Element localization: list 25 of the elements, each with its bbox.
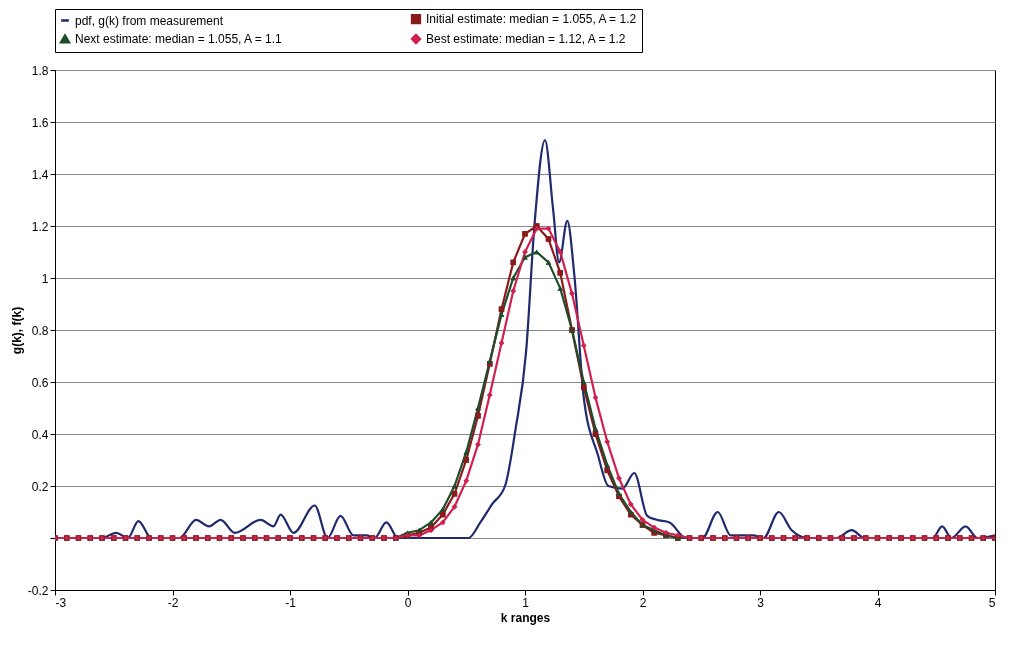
x-tick-label: 5 — [988, 595, 996, 610]
legend-label: pdf, g(k) from measurement — [75, 13, 224, 28]
x-tick-label: 2 — [639, 595, 647, 610]
x-tick-label: 3 — [757, 595, 765, 610]
legend-label: Initial estimate: median = 1.055, A = 1.2 — [426, 12, 637, 27]
x-tick-label: 1 — [522, 595, 530, 610]
y-tick-label: 1.4 — [31, 167, 49, 182]
legend-label: Best estimate: median = 1.12, A = 1.2 — [426, 32, 626, 46]
y-tick-label: 1.8 — [31, 63, 49, 78]
y-tick-label: 1.2 — [31, 219, 49, 234]
x-tick-label: -2 — [167, 595, 179, 610]
y-axis-title: g(k), f(k) — [9, 306, 24, 355]
y-tick-label: -0.2 — [27, 583, 49, 598]
y-tick-label: 1.6 — [31, 115, 49, 130]
x-axis-title: k ranges — [500, 610, 551, 625]
y-tick-label: 0.4 — [31, 427, 49, 442]
legend-label: Next estimate: median = 1.055, A = 1.1 — [75, 32, 283, 46]
y-tick-label: 0.8 — [31, 323, 49, 338]
y-tick-label: 0.6 — [31, 375, 49, 390]
x-tick-label: -3 — [55, 595, 67, 610]
y-tick-label: 1 — [41, 271, 49, 286]
x-tick-label: 4 — [874, 595, 882, 610]
x-tick-label: -1 — [285, 595, 297, 610]
x-tick-label: 0 — [404, 595, 412, 610]
y-tick-label: 0.2 — [31, 479, 49, 494]
